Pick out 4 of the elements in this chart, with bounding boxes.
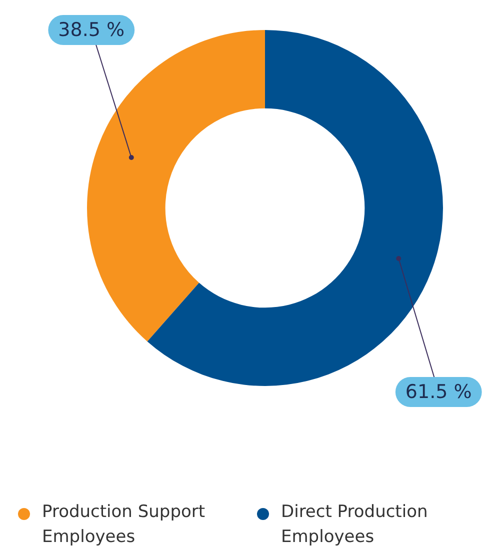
legend-label: Production Support Employees xyxy=(42,501,206,549)
legend-label: Direct Production Employees xyxy=(281,501,429,549)
data-label: 61.5 % xyxy=(405,380,472,403)
data-label: 38.5 % xyxy=(58,18,125,41)
